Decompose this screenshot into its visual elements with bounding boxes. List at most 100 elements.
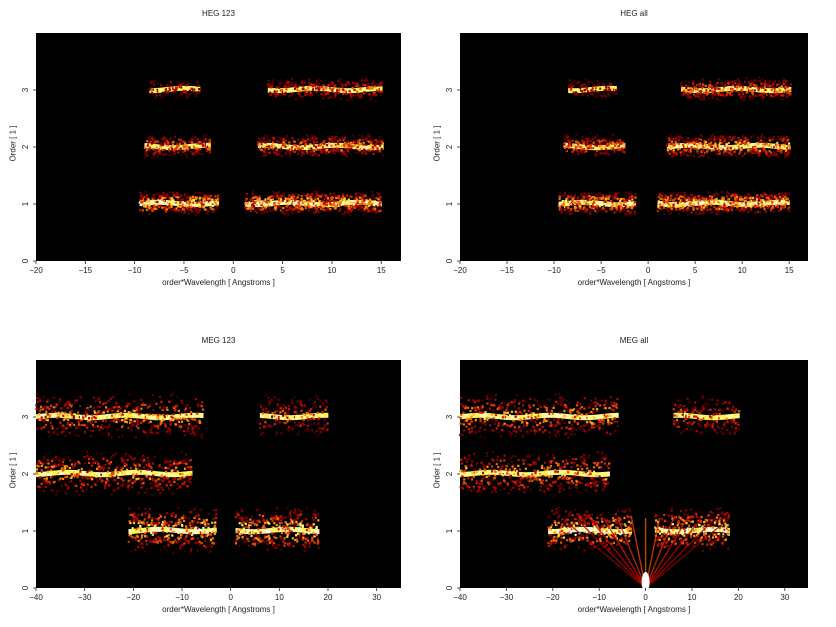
band-noise-cell (154, 537, 158, 540)
band-noise-cell (565, 200, 568, 203)
band-noise-cell (154, 207, 157, 210)
band-noise-cell (578, 145, 581, 148)
band-noise-cell (269, 146, 272, 149)
band-noise-cell (765, 197, 768, 201)
band-noise-cell (583, 88, 586, 91)
band-noise-cell (375, 191, 379, 195)
band-noise-cell (157, 199, 160, 202)
band-noise-cell (757, 198, 761, 201)
band-noise-cell (120, 457, 124, 460)
band-noise-cell (174, 522, 177, 525)
band-noise-cell (755, 79, 758, 82)
band-core-cell (784, 87, 787, 93)
band-noise-cell (146, 456, 149, 459)
band-noise-cell (260, 146, 264, 149)
band-noise-cell (77, 473, 80, 476)
band-noise-cell (374, 139, 377, 142)
band-core-cell (661, 201, 665, 207)
band-noise-cell (184, 152, 187, 155)
band-noise-cell (149, 482, 152, 485)
band-noise-cell (724, 84, 727, 87)
band-noise-cell (197, 514, 200, 517)
band-noise-cell (89, 456, 92, 459)
band-noise-cell (306, 537, 309, 540)
band-noise-cell (186, 147, 189, 150)
band-noise-cell (242, 527, 245, 530)
band-noise-cell (621, 147, 624, 150)
band-noise-cell (284, 143, 287, 146)
band-noise-cell (275, 546, 278, 550)
band-core-cell (286, 199, 290, 205)
band-core-cell (314, 528, 318, 534)
band-noise-cell (286, 506, 289, 509)
band-noise-cell (295, 204, 298, 207)
band-noise-cell (373, 85, 377, 88)
band-noise-cell (704, 208, 707, 212)
band-noise-cell (731, 145, 734, 148)
band-noise-cell (723, 139, 727, 142)
band-noise-cell (163, 208, 166, 211)
band-noise-cell (183, 149, 187, 152)
band-noise-cell (671, 142, 674, 146)
band-noise-cell (208, 195, 212, 198)
band-noise-cell (126, 485, 130, 489)
band-noise-cell (199, 531, 203, 534)
band-noise-cell (590, 196, 593, 199)
band-noise-cell (136, 545, 140, 549)
band-noise-cell (600, 139, 604, 143)
band-noise-cell (784, 149, 788, 152)
band-noise-cell (86, 483, 89, 486)
band-noise-cell (686, 213, 690, 216)
band-noise-cell (196, 80, 199, 83)
band-noise-cell (611, 133, 614, 137)
band-noise-cell (606, 142, 609, 145)
band-noise-cell (279, 198, 283, 201)
band-noise-cell (164, 526, 168, 529)
band-noise-cell (169, 484, 173, 487)
band-noise-cell (192, 198, 195, 202)
band-noise-cell (607, 202, 610, 205)
band-noise-cell (272, 79, 275, 82)
x-tick-label: 0 (646, 266, 651, 275)
band-noise-cell (603, 89, 606, 92)
band-noise-cell (765, 152, 768, 155)
band-noise-cell (282, 141, 285, 144)
band-noise-cell (260, 143, 263, 146)
band-core-cell (294, 527, 298, 533)
band-noise-cell (730, 195, 733, 198)
band-noise-cell (372, 152, 375, 155)
band-noise-cell (156, 90, 160, 93)
band-noise-cell (162, 136, 166, 139)
band-noise-cell (177, 196, 180, 199)
band-noise-cell (129, 513, 132, 517)
band-noise-cell (331, 199, 334, 202)
band-noise-cell (296, 196, 299, 199)
band-noise-cell (662, 212, 666, 215)
band-noise-cell (339, 97, 342, 100)
band-noise-cell (275, 139, 278, 143)
band-noise-cell (204, 200, 207, 203)
band-core-cell (189, 85, 192, 91)
band-noise-cell (269, 517, 273, 520)
band-noise-cell (57, 463, 60, 466)
band-noise-cell (185, 96, 189, 100)
band-noise-cell (274, 204, 277, 207)
band-noise-cell (718, 205, 721, 208)
band-noise-cell (256, 201, 259, 204)
band-noise-cell (767, 82, 770, 85)
band-noise-cell (311, 89, 315, 92)
band-noise-cell (79, 486, 83, 489)
band-noise-cell (761, 86, 764, 89)
band-noise-cell (144, 191, 147, 194)
band-noise-cell (351, 94, 354, 97)
band-core-cell (262, 201, 266, 207)
band-noise-cell (152, 83, 156, 86)
band-noise-cell (330, 89, 333, 92)
band-noise-cell (593, 201, 596, 204)
band-core-cell (756, 201, 760, 207)
band-noise-cell (769, 85, 772, 88)
band-noise-cell (154, 193, 157, 196)
band-noise-cell (766, 85, 770, 88)
band-noise-cell (782, 205, 785, 208)
band-noise-cell (204, 523, 207, 526)
